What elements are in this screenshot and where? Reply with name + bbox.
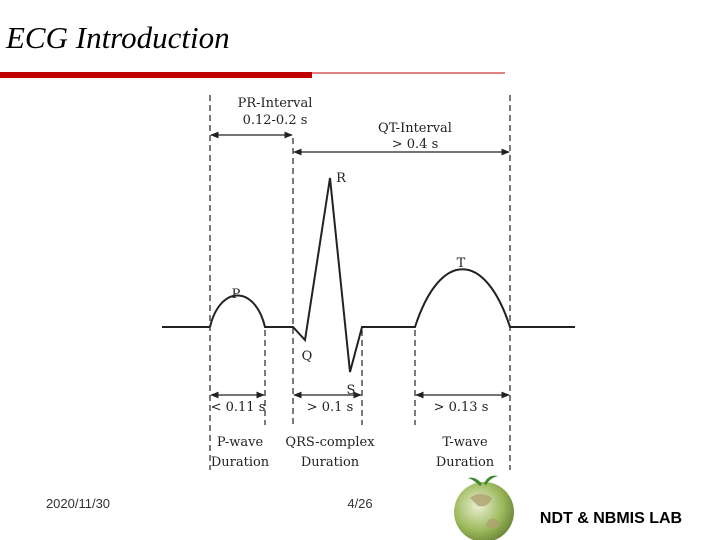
- footer-date: 2020/11/30: [46, 496, 110, 511]
- wave-label: S: [347, 383, 356, 398]
- ecg-diagram: [162, 95, 575, 470]
- duration-sub: Duration: [211, 455, 270, 470]
- globe-logo: [454, 475, 514, 540]
- interval-name: PR-Interval: [238, 96, 313, 111]
- duration-sub: Duration: [301, 455, 360, 470]
- wave-label: Q: [302, 349, 313, 364]
- title-bar: [0, 72, 312, 78]
- duration-sub: Duration: [436, 455, 495, 470]
- duration-value: > 0.13 s: [434, 400, 489, 415]
- wave-label: P: [232, 287, 241, 302]
- duration-value: > 0.1 s: [307, 400, 354, 415]
- duration-name: QRS-complex: [285, 435, 375, 450]
- interval-name: QT-Interval: [378, 121, 452, 136]
- interval-value: > 0.4 s: [392, 137, 439, 152]
- wave-label: T: [457, 256, 466, 271]
- footer-lab: NDT & NBMIS LAB: [540, 510, 682, 527]
- duration-name: T-wave: [442, 435, 488, 450]
- duration-name: P-wave: [217, 435, 264, 450]
- interval-value: 0.12-0.2 s: [243, 113, 308, 128]
- duration-value: < 0.11 s: [211, 400, 266, 415]
- slide-title: ECG Introduction: [5, 20, 230, 55]
- footer-page: 4/26: [347, 496, 372, 511]
- wave-label: R: [336, 171, 347, 186]
